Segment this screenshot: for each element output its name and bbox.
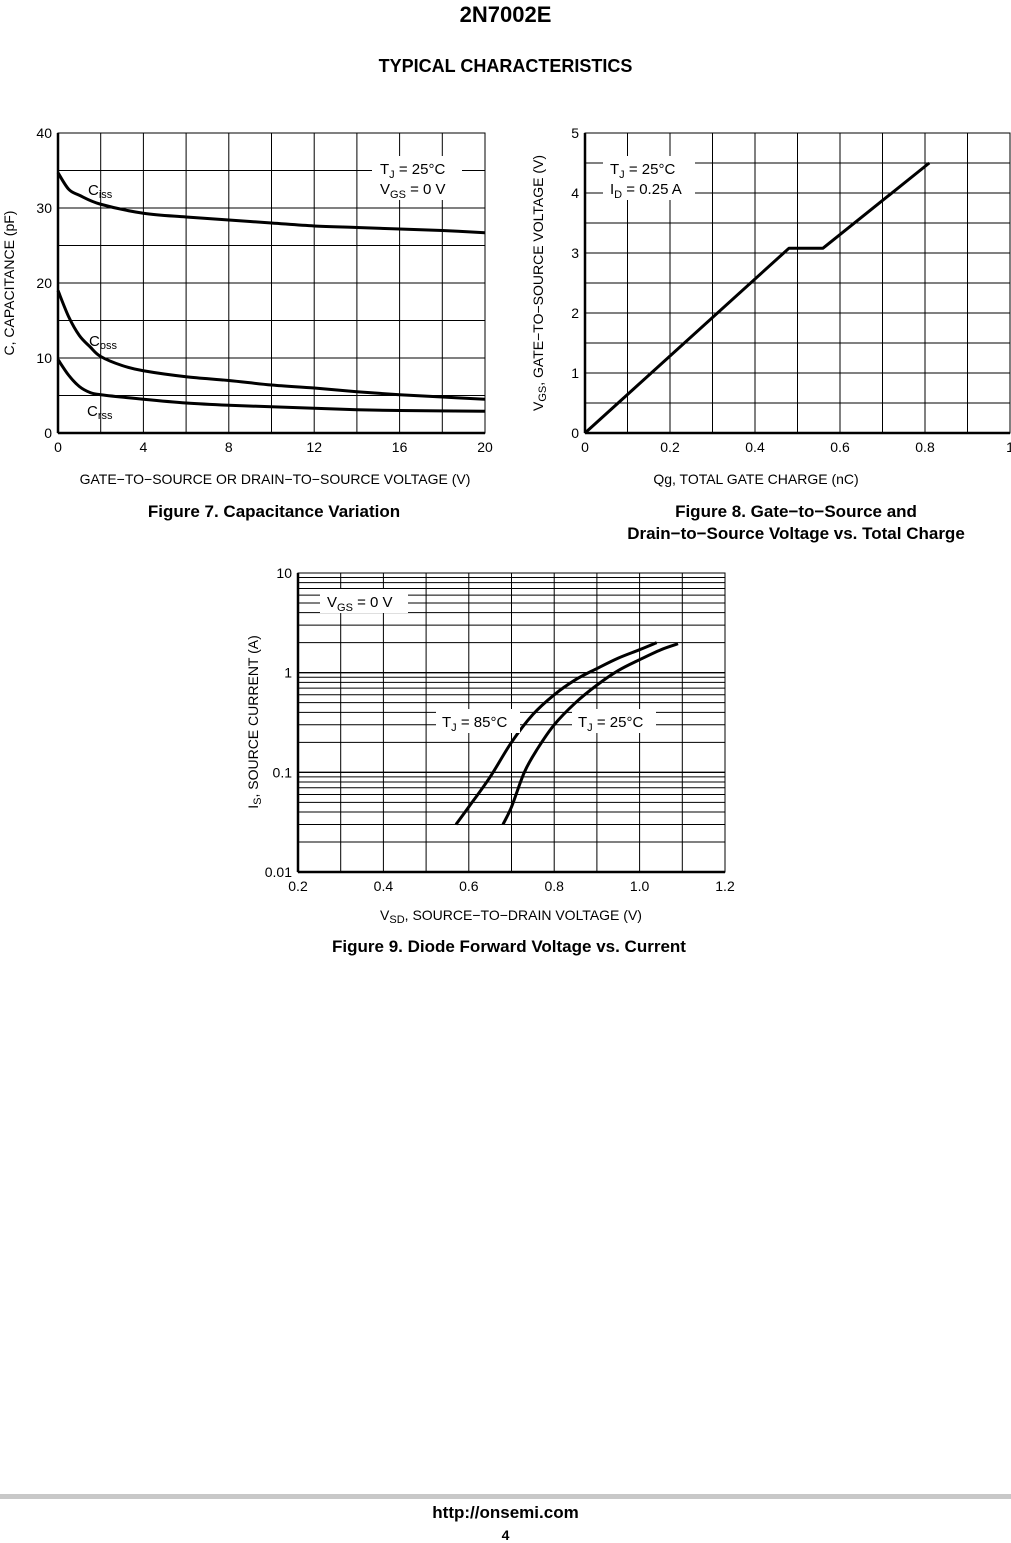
fig7-series-coss-line xyxy=(56,289,486,401)
fig7-ytick-label: 30 xyxy=(36,200,52,216)
fig8-annotation-tj: TJ = 25°C xyxy=(610,161,675,181)
fig8-xtick-label: 0 xyxy=(581,439,589,455)
fig8-series-gate-charge-line xyxy=(583,161,931,435)
fig8-caption-line2: Drain−to−Source Voltage vs. Total Charge xyxy=(627,524,965,543)
fig7-series-crss-line xyxy=(56,358,486,413)
fig9-series-tj-25-c-line xyxy=(501,642,679,826)
tj85-label-bg xyxy=(436,709,520,733)
fig9-xtick-label: 1.0 xyxy=(630,878,650,894)
fig7-annotation-vgs: VGS = 0 V xyxy=(380,181,446,201)
fig7-ylabel: C, CAPACITANCE (pF) xyxy=(1,211,17,356)
fig8-ytick-label: 1 xyxy=(571,365,579,381)
fig9-ytick-label: 10 xyxy=(276,565,292,581)
fig9-xtick-label: 1.2 xyxy=(715,878,735,894)
fig9-ylabel: IS, SOURCE CURRENT (A) xyxy=(245,635,264,809)
part-number-title: 2N7002E xyxy=(459,2,552,27)
fig8-caption-line1: Figure 8. Gate−to−Source and xyxy=(675,502,917,521)
fig8-ytick-label: 4 xyxy=(571,185,579,201)
fig7-ytick-label: 40 xyxy=(36,125,52,141)
fig7-annotation-bg xyxy=(372,156,462,200)
fig8-xtick-label: 1 xyxy=(1006,439,1011,455)
fig7-xtick-label: 20 xyxy=(477,439,493,455)
fig7-xtick-label: 8 xyxy=(225,439,233,455)
fig8-ylabel: VGS, GATE−TO−SOURCE VOLTAGE (V) xyxy=(530,155,549,411)
fig9-series-tj-85-c-line xyxy=(454,641,658,826)
crss-label: Crss xyxy=(87,403,113,422)
fig9-xtick-label: 0.6 xyxy=(459,878,479,894)
fig7-series-ciss-line xyxy=(56,171,486,235)
fig9-xtick-label: 0.8 xyxy=(544,878,564,894)
fig7-xtick-label: 4 xyxy=(140,439,148,455)
footer-url-link[interactable]: http://onsemi.com xyxy=(432,1503,579,1522)
fig7-xtick-label: 12 xyxy=(306,439,322,455)
fig7-annotation-tj: TJ = 25°C xyxy=(380,161,445,181)
fig7-ytick-label: 10 xyxy=(36,350,52,366)
fig9-ytick-label: 0.01 xyxy=(265,864,292,880)
fig9-ytick-label: 0.1 xyxy=(273,764,293,780)
tj85-label: TJ = 85°C xyxy=(442,714,507,734)
tj25-label: TJ = 25°C xyxy=(578,714,643,734)
fig7-caption: Figure 7. Capacitance Variation xyxy=(148,502,400,521)
fig9-annotation-bg xyxy=(320,589,408,613)
fig9-annotation-vgs: VGS = 0 V xyxy=(327,594,393,614)
fig8-xtick-label: 0.8 xyxy=(915,439,935,455)
fig9-xlabel: VSD, SOURCE−TO−DRAIN VOLTAGE (V) xyxy=(380,907,642,926)
fig7-ytick-label: 20 xyxy=(36,275,52,291)
fig9-xtick-label: 0.4 xyxy=(374,878,394,894)
fig9-caption: Figure 9. Diode Forward Voltage vs. Curr… xyxy=(332,937,686,956)
fig7-xlabel: GATE−TO−SOURCE OR DRAIN−TO−SOURCE VOLTAG… xyxy=(80,471,471,487)
fig8-xlabel: Qg, TOTAL GATE CHARGE (nC) xyxy=(653,471,858,487)
section-title: TYPICAL CHARACTERISTICS xyxy=(378,56,633,76)
tj25-label-bg xyxy=(572,709,656,733)
fig8-xtick-label: 0.4 xyxy=(745,439,765,455)
fig9-ytick-label: 1 xyxy=(284,665,292,681)
fig9-xtick-label: 0.2 xyxy=(288,878,308,894)
fig8-ytick-label: 2 xyxy=(571,305,579,321)
coss-label: Coss xyxy=(89,333,117,352)
ciss-label: Ciss xyxy=(88,182,113,201)
fig8-ytick-label: 5 xyxy=(571,125,579,141)
page-number: 4 xyxy=(501,1527,510,1543)
fig8-annotation-bg xyxy=(603,156,695,200)
fig8-xtick-label: 0.2 xyxy=(660,439,680,455)
fig8-ytick-label: 3 xyxy=(571,245,579,261)
fig7-xtick-label: 0 xyxy=(54,439,62,455)
fig8-annotation-id: ID = 0.25 A xyxy=(610,181,682,201)
fig7-xtick-label: 16 xyxy=(392,439,408,455)
footer-divider xyxy=(0,1494,1011,1499)
fig8-xtick-label: 0.6 xyxy=(830,439,850,455)
fig7-ytick-label: 0 xyxy=(44,425,52,441)
fig8-ytick-label: 0 xyxy=(571,425,579,441)
